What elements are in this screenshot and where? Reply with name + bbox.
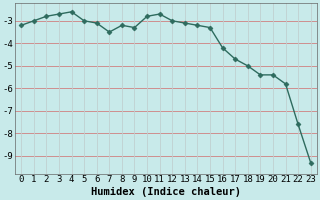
X-axis label: Humidex (Indice chaleur): Humidex (Indice chaleur) bbox=[91, 187, 241, 197]
